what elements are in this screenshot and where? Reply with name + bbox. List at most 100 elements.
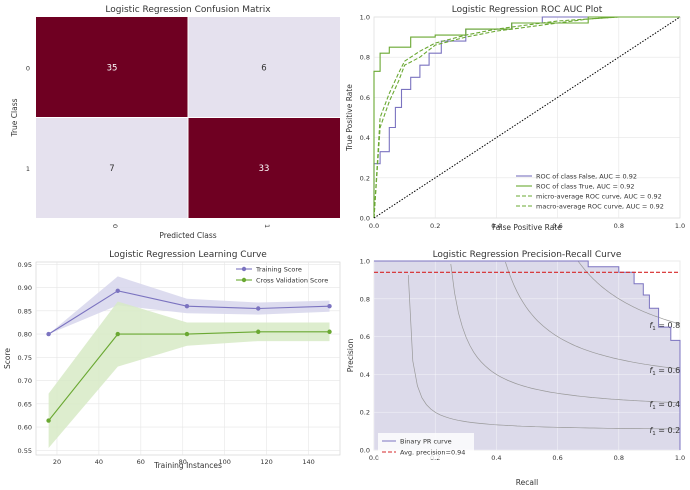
learning-point <box>46 418 51 423</box>
legend-label: Avg. precision=0.94 <box>400 449 465 457</box>
y-tick-label: 0.0 <box>360 447 370 455</box>
x-tick-label: 0 <box>111 224 119 228</box>
x-tick-label: 1 <box>263 224 271 228</box>
learning-point <box>256 329 261 334</box>
y-tick-label: 0.4 <box>360 371 370 379</box>
learning-point <box>115 288 120 294</box>
learning-point <box>46 331 51 337</box>
y-tick-label: 0.65 <box>18 400 32 408</box>
iso-f1-curve <box>505 261 681 370</box>
y-tick-label: 0.90 <box>18 284 32 292</box>
legend-label: Training Score <box>255 266 302 274</box>
roc-series-line <box>373 16 680 218</box>
legend-label: macro-average ROC curve, AUC = 0.92 <box>536 203 664 211</box>
legend-marker <box>241 277 247 283</box>
roc-title: Logistic Regression ROC AUC Plot <box>452 5 603 15</box>
x-tick-label: 120 <box>260 458 272 466</box>
y-axis-label: True Positive Rate <box>345 84 354 152</box>
confusion-cell <box>188 17 340 118</box>
y-tick-label: 0.60 <box>18 424 32 432</box>
confusion-cell <box>188 117 340 218</box>
y-tick-label: 0.0 <box>360 215 370 223</box>
x-axis-label: Training Instances <box>153 461 222 470</box>
x-axis-label: False Positive Rate <box>492 223 562 232</box>
x-axis-label: Predicted Class <box>159 231 216 240</box>
learning-point <box>184 331 190 337</box>
confidence-band <box>48 301 330 448</box>
learning-point <box>184 303 190 309</box>
iso-f1-label: f1 = 0.8 <box>649 321 680 332</box>
pr-filled-area <box>374 261 680 450</box>
x-tick-label: 0.8 <box>614 222 624 230</box>
iso-f1-curve <box>578 261 681 325</box>
roc-series-line <box>373 16 680 219</box>
confusion-cell-value: 33 <box>259 164 270 174</box>
learning-legend: Training Score Cross Validation Score <box>236 266 328 285</box>
y-tick-label: 0.4 <box>360 134 370 142</box>
legend-box <box>378 433 474 459</box>
learning-point <box>327 303 332 309</box>
x-tick-label: 20 <box>53 458 61 466</box>
x-tick-label: 0.6 <box>552 454 562 462</box>
roc-series-line <box>373 16 681 219</box>
confusion-cell-value: 35 <box>107 63 118 73</box>
y-tick-label: 0.2 <box>360 174 370 182</box>
iso-f1-label: f1 = 0.4 <box>649 400 680 411</box>
confusion-cell-value: 6 <box>261 63 266 73</box>
iso-f1-curve <box>450 263 681 404</box>
x-tick-label: 0.0 <box>369 454 379 462</box>
x-tick-label: 80 <box>179 458 187 466</box>
legend-label: Binary PR curve <box>400 438 452 446</box>
pr-curve-line <box>374 260 681 450</box>
y-tick-label: 0.70 <box>18 377 32 385</box>
y-tick-label: 0.6 <box>360 94 370 102</box>
learning-point <box>115 331 120 337</box>
y-tick-label: 0.80 <box>18 331 32 339</box>
legend-label: ROC of class False, AUC = 0.92 <box>536 173 637 181</box>
y-tick-label: 0.55 <box>18 447 32 455</box>
pr-legend: Binary PR curve Avg. precision=0.94 <box>378 433 474 459</box>
y-tick-label: 0 <box>26 64 30 72</box>
y-tick-label: 0.75 <box>18 354 32 362</box>
confusion-cell <box>36 117 188 218</box>
x-tick-label: 40 <box>95 458 103 466</box>
x-tick-label: 0.0 <box>369 222 379 230</box>
x-tick-label: 60 <box>137 458 145 466</box>
y-tick-label: 1 <box>26 165 30 173</box>
learning-curve-title: Logistic Regression Learning Curve <box>109 250 267 260</box>
legend-label: micro-average ROC curve, AUC = 0.92 <box>536 193 662 201</box>
iso-f1-label: f1 = 0.2 <box>649 426 680 437</box>
y-tick-label: 0.6 <box>360 333 370 341</box>
x-tick-label: 1.0 <box>675 222 685 230</box>
legend-label: Cross Validation Score <box>256 277 328 285</box>
confusion-matrix-panel: Logistic Regression Confusion Matrix 35 6 7… <box>10 5 340 240</box>
x-tick-label: 0.8 <box>614 454 624 462</box>
y-tick-label: 0.95 <box>18 261 32 269</box>
y-tick-label: 1.0 <box>360 258 370 266</box>
precision-recall-panel: Logistic Regression Precision-Recall Cur… <box>346 250 685 487</box>
roc-panel: Logistic Regression ROC AUC Plot 0.00.0 0.… <box>345 5 685 232</box>
legend-label: ROC of class True, AUC = 0.92 <box>536 183 635 191</box>
y-tick-label: 1.0 <box>360 14 370 22</box>
learning-point <box>256 306 261 311</box>
precision-recall-title: Logistic Regression Precision-Recall Cur… <box>433 250 622 260</box>
x-tick-label: 100 <box>218 458 230 466</box>
x-tick-label: 140 <box>302 458 314 466</box>
legend-marker <box>241 266 247 272</box>
x-axis-label: Recall <box>516 478 538 487</box>
x-tick-label: 0.4 <box>491 454 501 462</box>
confusion-matrix-title: Logistic Regression Confusion Matrix <box>105 5 271 15</box>
iso-f1-curve <box>407 274 680 430</box>
y-tick-label: 0.85 <box>18 307 32 315</box>
y-tick-label: 0.8 <box>360 295 370 303</box>
iso-f1-label: f1 = 0.6 <box>649 366 680 377</box>
x-tick-label: 1.0 <box>675 454 685 462</box>
x-tick-label: 0.2 <box>430 222 440 230</box>
y-tick-label: 0.2 <box>360 409 370 417</box>
y-axis-label: Score <box>3 348 12 369</box>
roc-legend: ROC of class False, AUC = 0.92 ROC of cla… <box>516 173 664 211</box>
learning-curve-panel: Logistic Regression Learning Curve 20 40 60… <box>3 250 341 470</box>
x-tick-label: 0.4 <box>491 222 501 230</box>
learning-point <box>327 329 332 334</box>
